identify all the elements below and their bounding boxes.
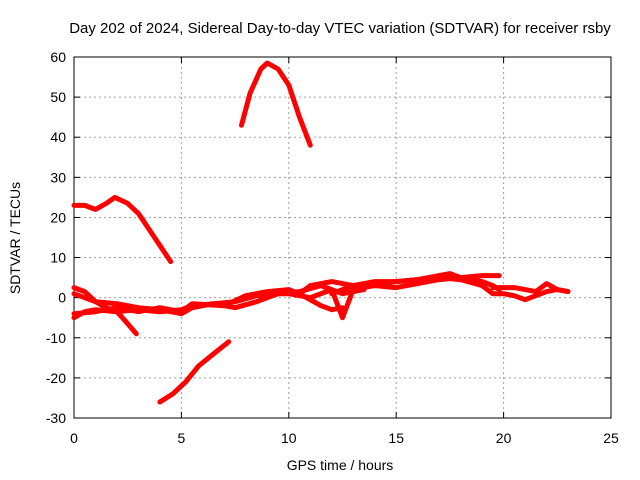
x-axis-label: GPS time / hours [287,457,394,473]
x-tick-label: 10 [281,430,297,446]
grid-lines [74,57,611,418]
y-tick-label: 40 [50,129,66,145]
y-tick-label: 20 [50,209,66,225]
y-tick-label: 10 [50,250,66,266]
series-line-arc-2 [239,60,313,148]
y-tick-label: 50 [50,89,66,105]
series-line-arc-9 [329,275,571,303]
y-tick-label: 60 [50,49,66,65]
y-tick-label: -10 [46,330,66,346]
chart-title: Day 202 of 2024, Sidereal Day-to-day VTE… [69,20,611,37]
axis-ticks: 0 5 10 15 20 25 -30 -20 -10 0 10 20 30 40 50 60 [46,49,619,446]
series-line-arc-3 [157,339,232,405]
data-series [71,60,571,405]
y-axis-label: SDTVAR / TECUs [7,182,23,294]
y-tick-label: -30 [46,410,66,426]
x-tick-label: 20 [496,430,512,446]
x-tick-label: 0 [70,430,78,446]
x-tick-label: 25 [603,430,619,446]
series-line-arc-8 [286,275,502,321]
y-tick-label: 30 [50,169,66,185]
x-tick-label: 15 [388,430,404,446]
x-tick-label: 5 [178,430,186,446]
y-tick-label: -20 [46,370,66,386]
series-line-arc-1 [71,194,174,265]
plot-frame [73,56,612,419]
y-tick-label: 0 [58,290,66,306]
series-line-arc-10 [490,281,571,295]
